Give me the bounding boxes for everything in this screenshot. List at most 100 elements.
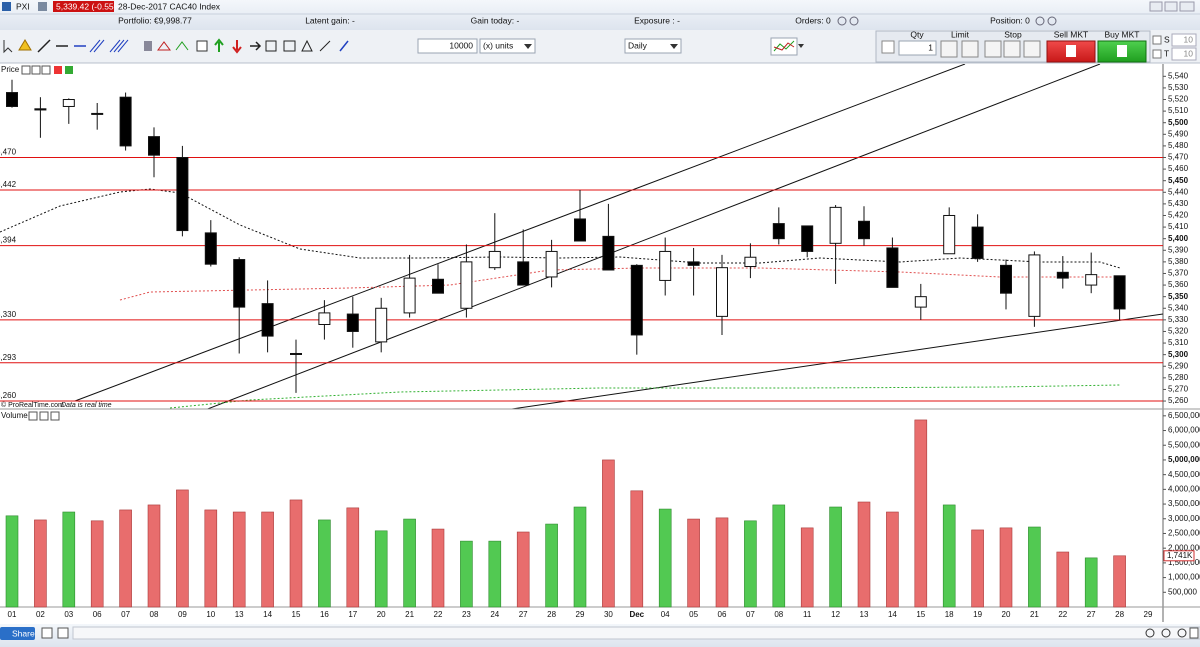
panel-tool[interactable] xyxy=(65,66,73,74)
trend-line xyxy=(74,64,966,402)
fib-tool[interactable] xyxy=(157,41,171,51)
sell-arrow-tool[interactable] xyxy=(232,40,242,54)
scrollbar[interactable] xyxy=(72,626,1200,640)
x-tick-label: 14 xyxy=(263,610,272,619)
zoom-out[interactable] xyxy=(1161,628,1171,638)
position-icon[interactable] xyxy=(1035,16,1045,26)
y-tick-label: 5,460 xyxy=(1168,164,1189,173)
x-tick-label: 28 xyxy=(547,610,556,619)
t-checkbox[interactable] xyxy=(1152,49,1162,59)
candle-body xyxy=(1028,254,1041,317)
share-label: Share xyxy=(12,628,35,638)
orders-icon[interactable] xyxy=(849,16,859,26)
orders-icon[interactable] xyxy=(837,16,847,26)
panel-tool[interactable] xyxy=(41,65,51,75)
triangle-tool[interactable] xyxy=(301,39,313,52)
unit-select[interactable] xyxy=(479,38,536,54)
candle-body xyxy=(1113,275,1126,310)
x-tick-label: Dec xyxy=(629,610,644,619)
candle-body xyxy=(6,92,18,107)
zoom-reset[interactable] xyxy=(1177,628,1187,638)
y-tick-label: 5,520 xyxy=(1168,95,1189,104)
limit-sell[interactable] xyxy=(961,40,979,58)
close-button[interactable] xyxy=(1179,1,1195,12)
candle-body xyxy=(318,312,331,325)
text-tool[interactable] xyxy=(196,40,208,52)
x-tick-label: 20 xyxy=(377,610,386,619)
zone-tool[interactable] xyxy=(283,40,296,52)
pen-tool[interactable] xyxy=(339,40,349,52)
position-icon[interactable] xyxy=(1047,16,1057,26)
stop-sell[interactable] xyxy=(1003,40,1021,58)
symbol-icon[interactable] xyxy=(38,2,47,11)
segment-tool[interactable] xyxy=(319,40,331,52)
portfolio: Portfolio: €9,998.77 xyxy=(118,15,192,25)
candle-body xyxy=(1000,264,1012,294)
candle-body xyxy=(943,214,956,255)
y-tick-label: 2,000,000 xyxy=(1168,543,1200,552)
volume-bar xyxy=(261,511,274,608)
panel-tool[interactable] xyxy=(50,411,60,421)
limit-buy[interactable] xyxy=(940,40,958,58)
panel-tool[interactable] xyxy=(28,411,38,421)
y-tick-label: 5,330 xyxy=(1168,315,1189,324)
x-tick-label: 24 xyxy=(490,610,499,619)
minimize-button[interactable] xyxy=(1149,1,1163,12)
y-tick-label: 5,290 xyxy=(1168,361,1189,370)
volume-bar xyxy=(431,528,445,608)
volume-bar xyxy=(914,419,928,608)
y-tick-label: 500,000 xyxy=(1168,587,1197,596)
maximize-button[interactable] xyxy=(1164,1,1178,12)
s-input[interactable] xyxy=(1171,33,1197,47)
price-plot: 5,470 5,442 5,394 5,330 5,293 5,260 xyxy=(0,64,1163,409)
buy-label: Buy MKT xyxy=(1105,29,1140,39)
buy-arrow-tool[interactable] xyxy=(214,38,224,52)
panel-tool[interactable] xyxy=(31,65,41,75)
share-button[interactable] xyxy=(0,627,35,640)
line-tool[interactable] xyxy=(37,39,51,53)
channel-tool[interactable] xyxy=(89,39,105,53)
s-checkbox[interactable] xyxy=(1152,35,1162,45)
x-tick-label: 05 xyxy=(689,610,698,619)
candle-body xyxy=(801,225,814,252)
y-tick-label: 5,480 xyxy=(1168,141,1189,150)
y-tick-label: 2,500,000 xyxy=(1168,529,1200,538)
volume-bar xyxy=(34,519,47,608)
period-select[interactable] xyxy=(624,38,682,54)
t-input[interactable] xyxy=(1171,47,1197,61)
t-value: 10 xyxy=(1184,48,1194,58)
qty-input[interactable] xyxy=(898,40,937,56)
x-tick-label: 30 xyxy=(604,610,613,619)
y-tick-label: 5,530 xyxy=(1168,83,1189,92)
footer-icon[interactable] xyxy=(1189,627,1199,639)
x-tick-label: 22 xyxy=(434,610,443,619)
panel-tool[interactable] xyxy=(39,411,49,421)
delete-tool[interactable] xyxy=(144,41,152,51)
indicator-button[interactable] xyxy=(770,37,798,56)
pointer-tool[interactable] xyxy=(3,40,13,54)
panel-tool[interactable] xyxy=(21,65,31,75)
candle-body xyxy=(687,261,700,266)
stop-other[interactable] xyxy=(1023,40,1041,58)
y-tick-label: 5,380 xyxy=(1168,257,1189,266)
description: 28-Dec-2017 CAC40 Index xyxy=(118,1,221,11)
zoom-in[interactable] xyxy=(1145,628,1155,638)
x-tick-label: 28 xyxy=(1115,610,1124,619)
volume-bar xyxy=(289,499,303,608)
footer-icon[interactable] xyxy=(57,627,69,639)
arrow-tool[interactable] xyxy=(250,41,262,51)
panel-tool[interactable] xyxy=(54,66,62,74)
footer-icon[interactable] xyxy=(41,627,53,639)
rect-tool[interactable] xyxy=(265,40,277,52)
y-tick-label: 5,420 xyxy=(1168,211,1189,220)
wave-tool[interactable] xyxy=(175,41,189,51)
stop-label: Stop xyxy=(1004,29,1022,39)
alert-tool[interactable] xyxy=(18,39,32,51)
candle-body xyxy=(62,99,75,107)
quantity-input[interactable] xyxy=(417,38,478,54)
order-settings[interactable] xyxy=(881,40,895,54)
x-tick-label: 12 xyxy=(831,610,840,619)
stop-buy[interactable] xyxy=(984,40,1002,58)
y-tick-label: 5,340 xyxy=(1168,303,1189,312)
fan-tool[interactable] xyxy=(109,39,129,53)
